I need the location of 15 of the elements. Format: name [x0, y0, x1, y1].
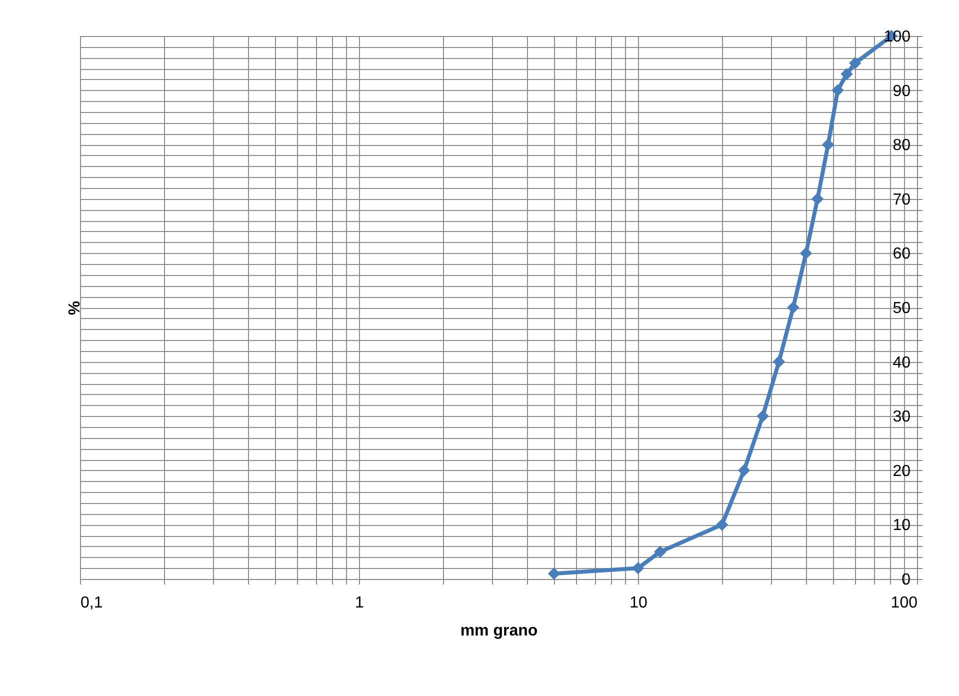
x-tick-label: 0,1	[80, 594, 103, 612]
y-tick-label: 50	[892, 300, 911, 317]
y-tick-label: 30	[892, 408, 911, 426]
x-tick-label: 10	[630, 594, 648, 612]
y-axis-title: %	[66, 300, 84, 316]
y-tick-label: 90	[892, 82, 911, 100]
y-tick-label: 20	[892, 462, 911, 480]
y-tick-label: 60	[892, 246, 911, 263]
y-tick-label: 10	[892, 517, 911, 534]
y-tick-label: 40	[892, 354, 911, 372]
y-tick-label: 0	[902, 572, 911, 588]
y-tick-label: 80	[892, 137, 911, 154]
x-axis-title: mm grano	[460, 622, 538, 640]
y-tick-label: 70	[892, 191, 911, 208]
x-tick-label: 1	[355, 594, 364, 612]
